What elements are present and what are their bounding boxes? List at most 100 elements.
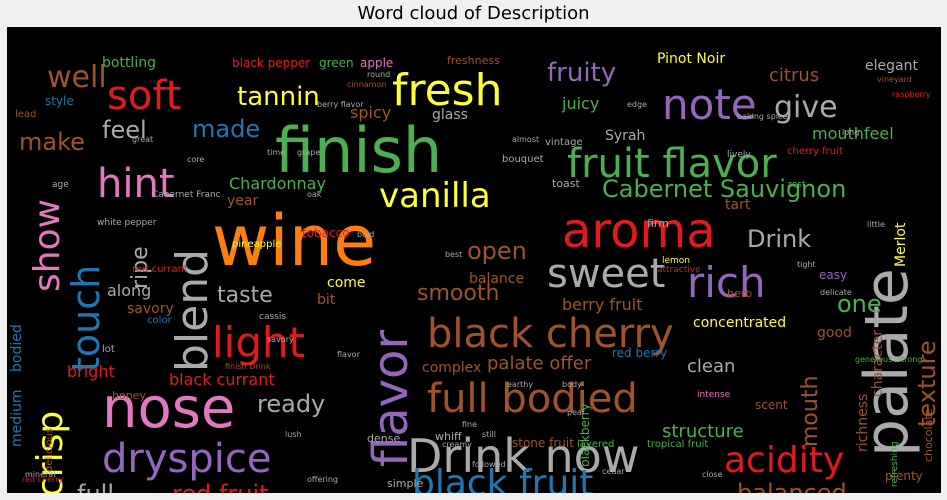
- cloud-word-red-fruit: red fruit: [172, 480, 269, 493]
- cloud-word-attractive: attractive: [657, 265, 701, 275]
- cloud-word-black-pepper: black pepper: [232, 56, 310, 70]
- cloud-word-tropical-fruit: tropical fruit: [647, 439, 708, 450]
- cloud-word-cassis: cassis: [259, 312, 286, 322]
- cloud-word-stone-fruit: stone fruit: [512, 436, 574, 450]
- cloud-word-structure: structure: [662, 421, 744, 442]
- cloud-word-savory: savory: [267, 335, 294, 344]
- cloud-word-flavor: flavor: [337, 350, 361, 359]
- cloud-word-lead: lead: [15, 109, 36, 120]
- cloud-word-berry-flavor: berry flavor: [317, 100, 364, 109]
- cloud-word-intense: intense: [697, 390, 731, 400]
- cloud-word-red-berry: red berry: [612, 346, 667, 360]
- cloud-word-character: character: [870, 330, 886, 397]
- cloud-word-chocolate: chocolate: [922, 408, 935, 462]
- cloud-word-glass: glass: [432, 107, 468, 123]
- cloud-word-earthy: earthy: [507, 380, 533, 389]
- cloud-word-tart: tart: [725, 197, 751, 213]
- cloud-word-one: one: [837, 290, 882, 318]
- cloud-word-made: made: [192, 115, 260, 143]
- cloud-word-juicy: juicy: [561, 94, 599, 113]
- cloud-word-finish: finish: [275, 114, 442, 187]
- cloud-word-full: full: [77, 480, 114, 493]
- cloud-word-spicy: spicy: [350, 103, 391, 122]
- cloud-word-creamy: creamy: [442, 440, 472, 449]
- cloud-word-citrus: citrus: [769, 65, 819, 86]
- cloud-word-toast: toast: [552, 177, 581, 190]
- cloud-word-scent: scent: [755, 398, 788, 412]
- cloud-word-balance: balance: [469, 271, 524, 287]
- cloud-word-black-fruit: black fruit: [412, 463, 593, 493]
- cloud-word-tannin: tannin: [237, 82, 320, 112]
- cloud-word-mouth: mouth: [798, 376, 823, 447]
- cloud-word-light: light: [212, 318, 305, 367]
- cloud-word-bold: bold: [357, 230, 374, 239]
- cloud-word-texture: texture: [913, 340, 941, 427]
- cloud-word-white-pepper: white pepper: [97, 218, 157, 228]
- cloud-word-bit: bit: [317, 292, 336, 308]
- cloud-word-little: little: [867, 220, 885, 229]
- cloud-word-flavor: flavor: [363, 330, 419, 467]
- cloud-word-berry-fruit: berry fruit: [562, 295, 643, 314]
- cloud-background: [7, 27, 941, 493]
- cloud-word-touch: touch: [64, 265, 108, 372]
- cloud-word-blend: blend: [167, 249, 218, 372]
- cloud-word-lemon: lemon: [662, 256, 690, 266]
- cloud-word-pinot-noir: Pinot Noir: [657, 51, 725, 67]
- cloud-word-aroma: aroma: [562, 203, 716, 259]
- cloud-word-apple: apple: [360, 56, 393, 70]
- cloud-word-black-currant: black currant: [169, 370, 275, 389]
- cloud-word-style: style: [45, 94, 74, 108]
- chart-title: Word cloud of Description: [357, 3, 590, 24]
- cloud-word-soft: soft: [107, 73, 181, 119]
- cloud-word-clean: clean: [687, 356, 735, 377]
- cloud-word-layered: layered: [577, 439, 614, 450]
- cloud-word-herb: herb: [727, 287, 752, 300]
- cloud-word-ripe: ripe: [128, 246, 153, 289]
- cloud-word-acidity: acidity: [724, 440, 844, 481]
- cloud-word-savory: savory: [127, 301, 174, 317]
- cloud-word-make: make: [19, 128, 85, 156]
- cloud-word-mouthfeel: mouthfeel: [812, 124, 894, 143]
- cloud-word-smooth: smooth: [417, 281, 499, 306]
- cloud-word-lively: lively: [727, 150, 751, 160]
- cloud-word-long: long: [842, 128, 859, 137]
- cloud-word-along: along: [107, 281, 151, 300]
- cloud-word-fine: fine: [462, 420, 477, 429]
- cloud-word-best: best: [445, 250, 462, 259]
- cloud-word-dense: dense: [367, 432, 400, 445]
- cloud-word-body: body: [562, 380, 582, 389]
- cloud-word-wine: wine: [212, 200, 376, 282]
- cloud-word-great: great: [132, 135, 153, 144]
- cloud-word-sweet: sweet: [547, 251, 665, 297]
- cloud-word-lot: lot: [102, 344, 115, 355]
- cloud-word-complex: complex: [422, 360, 481, 376]
- cloud-word-hint: hint: [97, 161, 175, 207]
- cloud-word-finish-drink: finish Drink: [225, 362, 271, 371]
- cloud-word-raspberry: raspberry: [892, 90, 931, 99]
- cloud-word-cabernet-sauvignon: Cabernet Sauvignon: [602, 175, 846, 203]
- cloud-word-red-currant: red currant: [132, 264, 188, 275]
- cloud-word-drink: Drink: [747, 225, 811, 253]
- cloud-word-delicate: delicate: [820, 288, 852, 297]
- cloud-word-concentrated: concentrated: [693, 315, 786, 331]
- cloud-word-tobacco: tobacco: [302, 226, 350, 240]
- cloud-word-baking-spice: baking spice: [737, 112, 787, 121]
- cloud-word-color: color: [147, 315, 173, 326]
- cloud-word-merlot: Merlot: [893, 222, 909, 267]
- cloud-word-green: green: [319, 56, 354, 70]
- cloud-word-rich: rich: [687, 258, 766, 307]
- cloud-word-followed: followed: [472, 460, 506, 469]
- cloud-word-pineapple: pineapple: [232, 239, 281, 250]
- cloud-word-chardonnay: Chardonnay: [229, 174, 326, 193]
- cloud-word-age: age: [52, 180, 69, 190]
- cloud-word-simple: simple: [387, 477, 424, 490]
- cloud-word-drink-now: Drink now: [407, 429, 639, 483]
- cloud-word-year: year: [227, 193, 258, 209]
- cloud-word-give: give: [774, 90, 838, 125]
- cloud-word-easy: easy: [819, 268, 847, 282]
- cloud-word-tight: tight: [797, 260, 816, 269]
- cloud-word-zest: zest: [787, 180, 806, 190]
- cloud-word-richness: richness: [855, 394, 871, 452]
- cloud-word-cinnamon: cinnamon: [347, 80, 386, 89]
- cloud-word-time: time: [267, 148, 285, 157]
